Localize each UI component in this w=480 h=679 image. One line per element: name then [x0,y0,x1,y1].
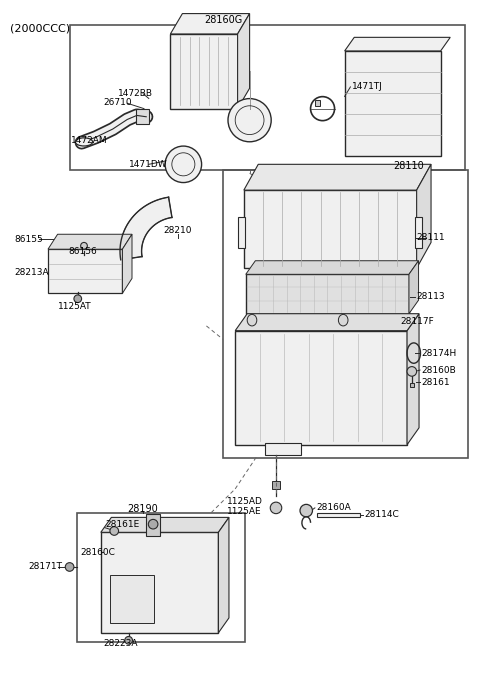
Bar [146,514,160,536]
Polygon shape [101,517,229,532]
Text: 1125AD: 1125AD [227,496,263,506]
Text: 28223A: 28223A [103,639,138,648]
Text: (2000CCC): (2000CCC) [10,24,70,33]
Bar [272,481,280,489]
Bar [238,217,245,248]
Text: 86156: 86156 [68,246,97,256]
Bar [410,383,414,387]
Text: 28160B: 28160B [421,365,456,375]
Polygon shape [417,164,431,268]
Polygon shape [120,197,172,260]
Circle shape [165,146,202,183]
Text: 28110: 28110 [394,161,424,170]
Bar [110,575,154,623]
Text: 28111: 28111 [417,233,445,242]
Bar [345,51,441,156]
Polygon shape [235,314,419,331]
Text: 28114C: 28114C [365,509,399,519]
Bar [170,34,238,109]
Bar [101,532,218,633]
Ellipse shape [338,314,348,326]
Bar [317,513,360,517]
Polygon shape [246,261,419,274]
Bar [415,217,422,248]
Text: 28190: 28190 [128,504,158,514]
Bar [235,331,407,445]
Text: 28171T: 28171T [29,562,63,572]
Text: 1471TJ: 1471TJ [352,82,383,92]
Bar [70,25,465,170]
Bar [77,513,245,642]
Circle shape [110,527,119,535]
Polygon shape [170,14,250,34]
Text: 28117F: 28117F [401,317,434,327]
Polygon shape [122,234,132,293]
Text: 28213A: 28213A [14,268,49,278]
Bar [136,109,149,124]
Circle shape [407,367,417,376]
Ellipse shape [75,138,93,146]
Text: 28113: 28113 [417,292,445,301]
Bar [57,236,89,244]
Text: 28161E: 28161E [106,520,140,530]
Text: 28160A: 28160A [317,503,351,513]
Polygon shape [218,517,229,633]
Text: 1125AT: 1125AT [58,302,91,312]
Text: 28174H: 28174H [421,348,456,358]
Circle shape [228,98,271,142]
Text: 26710: 26710 [103,98,132,107]
Circle shape [65,563,74,571]
Bar [252,314,343,326]
Bar [244,190,417,268]
Text: 1125AE: 1125AE [227,507,261,517]
Polygon shape [244,164,431,190]
Circle shape [125,636,132,644]
Text: 86155: 86155 [14,234,43,244]
Text: 1472AM: 1472AM [71,136,108,145]
Text: 28161: 28161 [421,378,450,387]
Circle shape [300,504,312,517]
Polygon shape [48,234,132,249]
Text: 28160C: 28160C [81,547,116,557]
Ellipse shape [247,314,257,326]
Bar [48,249,122,293]
Text: 1472BB: 1472BB [118,88,153,98]
Bar [223,170,468,458]
Circle shape [270,502,282,513]
Polygon shape [409,261,419,314]
Polygon shape [345,37,450,51]
Text: 28210: 28210 [163,226,192,236]
Bar [246,274,409,314]
Polygon shape [238,14,250,109]
Bar [265,443,301,455]
Circle shape [148,519,158,529]
Bar [315,100,320,106]
Text: 28160G: 28160G [204,16,242,25]
Text: 1471DW: 1471DW [129,160,167,169]
Circle shape [74,295,82,303]
Circle shape [81,242,87,249]
Polygon shape [407,314,419,445]
